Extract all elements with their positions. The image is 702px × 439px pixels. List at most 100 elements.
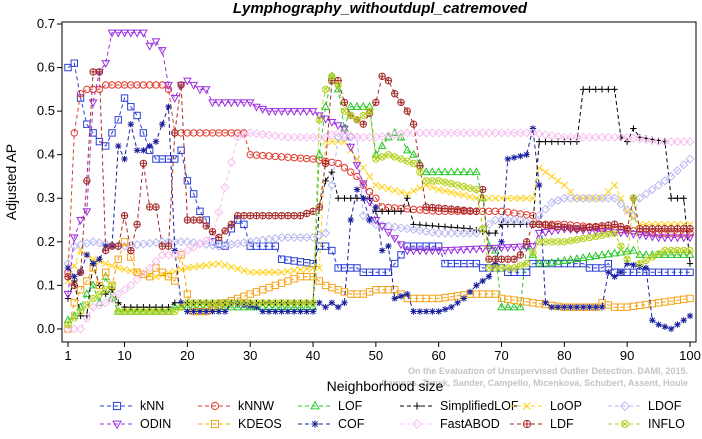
data-point bbox=[584, 193, 595, 203]
data-point bbox=[465, 228, 475, 238]
data-point bbox=[660, 137, 670, 147]
data-point bbox=[466, 193, 474, 201]
data-point bbox=[359, 120, 367, 128]
data-point bbox=[183, 264, 191, 272]
data-point bbox=[221, 261, 229, 269]
data-point bbox=[559, 193, 569, 203]
data-point bbox=[157, 306, 167, 315]
data-point bbox=[108, 286, 116, 293]
data-point bbox=[490, 215, 500, 225]
data-point bbox=[378, 72, 386, 80]
data-point bbox=[296, 266, 305, 274]
data-point bbox=[145, 306, 155, 315]
data-point bbox=[358, 180, 368, 189]
data-point bbox=[83, 177, 91, 185]
data-point bbox=[88, 99, 98, 108]
data-point bbox=[509, 302, 519, 311]
data-point bbox=[164, 306, 173, 315]
data-point bbox=[611, 86, 618, 93]
data-point bbox=[523, 151, 530, 158]
data-point bbox=[421, 226, 431, 236]
data-point bbox=[391, 208, 398, 215]
data-point bbox=[541, 228, 550, 237]
data-point bbox=[385, 242, 392, 250]
data-point bbox=[641, 135, 651, 145]
data-point bbox=[566, 132, 576, 142]
data-point bbox=[171, 155, 179, 163]
data-point bbox=[528, 128, 538, 138]
data-point bbox=[366, 172, 374, 181]
data-point bbox=[534, 129, 544, 139]
data-point bbox=[69, 324, 79, 334]
data-point bbox=[466, 288, 474, 296]
data-point bbox=[391, 153, 399, 161]
data-point bbox=[101, 298, 111, 308]
data-point bbox=[133, 111, 141, 120]
data-point bbox=[346, 101, 356, 110]
data-point bbox=[359, 181, 367, 189]
data-point bbox=[435, 308, 442, 315]
data-point bbox=[503, 302, 513, 311]
data-point bbox=[321, 159, 330, 168]
data-point bbox=[159, 303, 166, 311]
data-point bbox=[479, 277, 486, 285]
data-point bbox=[597, 193, 607, 203]
data-point bbox=[170, 94, 180, 103]
data-point bbox=[647, 136, 657, 146]
data-point bbox=[259, 211, 267, 220]
data-point bbox=[491, 255, 499, 263]
data-point bbox=[127, 267, 135, 275]
data-point bbox=[441, 306, 449, 313]
x-tick-label: 1 bbox=[64, 348, 71, 363]
data-point bbox=[661, 225, 669, 233]
data-point bbox=[240, 211, 248, 220]
data-point bbox=[365, 132, 375, 142]
data-point bbox=[446, 167, 456, 176]
data-point bbox=[328, 168, 336, 176]
data-point bbox=[327, 180, 337, 190]
data-point bbox=[566, 224, 575, 232]
data-point bbox=[680, 195, 687, 202]
data-point bbox=[133, 220, 141, 229]
data-point bbox=[309, 299, 317, 307]
data-point bbox=[107, 29, 117, 38]
data-point bbox=[334, 76, 342, 85]
data-point bbox=[82, 313, 92, 323]
data-point bbox=[617, 194, 625, 202]
y-tick-label: 0.5 bbox=[37, 103, 55, 118]
data-point bbox=[165, 303, 172, 311]
data-point bbox=[321, 228, 331, 238]
data-point bbox=[177, 266, 185, 274]
data-point bbox=[315, 264, 323, 272]
data-point bbox=[522, 238, 531, 246]
data-point bbox=[328, 72, 336, 80]
data-point bbox=[434, 128, 444, 138]
data-point bbox=[245, 99, 255, 108]
legend-label: COF bbox=[338, 417, 365, 431]
data-point bbox=[76, 307, 85, 316]
data-point bbox=[523, 194, 531, 202]
data-point bbox=[126, 280, 136, 290]
legend-item-ldf: LDF bbox=[510, 417, 574, 431]
data-point bbox=[176, 237, 186, 247]
data-point bbox=[70, 314, 78, 322]
data-point bbox=[139, 29, 148, 38]
data-point bbox=[283, 108, 293, 117]
data-point bbox=[314, 132, 324, 142]
data-point bbox=[270, 131, 280, 141]
data-point bbox=[88, 237, 98, 247]
data-point bbox=[471, 228, 481, 238]
data-point bbox=[510, 154, 518, 161]
data-point bbox=[302, 132, 312, 142]
data-point bbox=[190, 308, 197, 315]
data-point bbox=[353, 155, 361, 163]
data-point bbox=[77, 312, 84, 320]
data-point bbox=[278, 308, 285, 315]
data-point bbox=[578, 132, 588, 142]
data-point bbox=[227, 263, 235, 271]
data-point bbox=[404, 290, 411, 298]
data-point bbox=[685, 154, 695, 164]
data-point bbox=[226, 99, 236, 108]
data-point bbox=[283, 132, 293, 142]
data-point bbox=[158, 81, 166, 89]
